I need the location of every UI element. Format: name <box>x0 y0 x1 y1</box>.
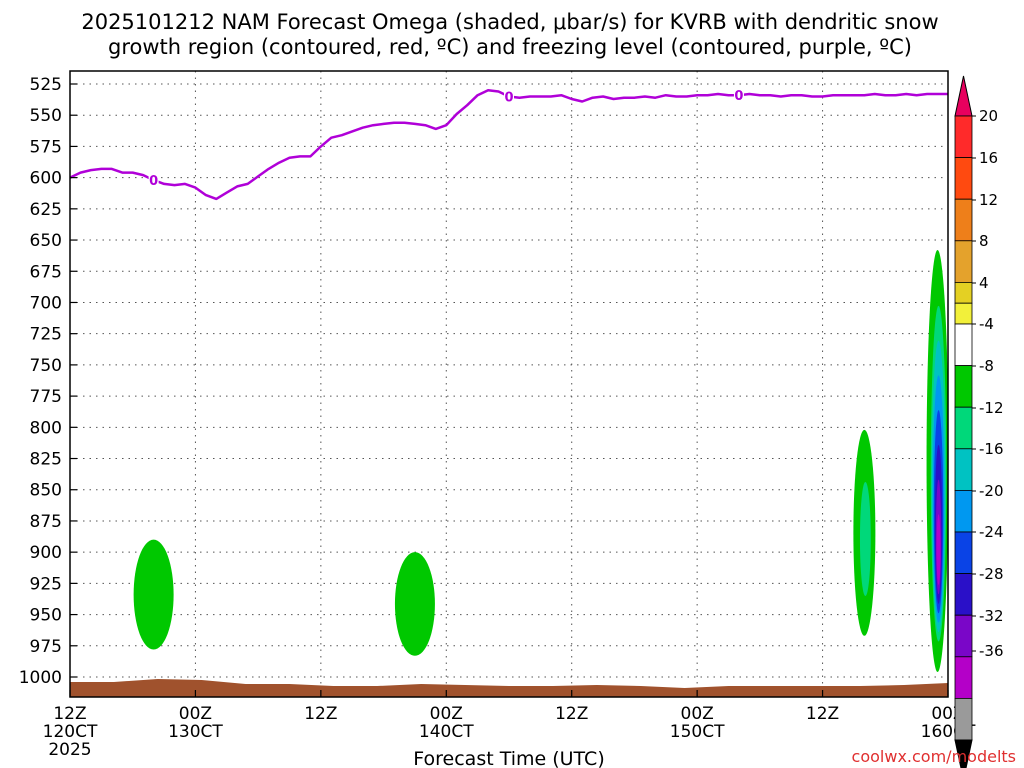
colorbar-label: 12 <box>979 191 998 209</box>
colorbar-label: -24 <box>979 523 1004 541</box>
colorbar-swatch <box>954 302 973 325</box>
colorbar-label: 16 <box>979 149 998 167</box>
colorbar-min-arrow <box>954 739 973 768</box>
y-tick-label: 575 <box>30 137 62 157</box>
colorbar-label: 4 <box>979 274 989 292</box>
y-tick-label: 875 <box>30 512 62 532</box>
terrain-fill <box>70 679 948 697</box>
colorbar-label: -28 <box>979 565 1004 583</box>
y-tick-label: 1000 <box>19 668 62 688</box>
x-tick-label-time: 12Z <box>53 704 86 724</box>
x-tick-label-time: 00Z <box>681 704 714 724</box>
y-tick-label: 825 <box>30 450 62 470</box>
y-tick-label: 950 <box>30 606 62 626</box>
y-tick-label: 525 <box>30 75 62 95</box>
colorbar-label: -32 <box>979 607 1004 625</box>
x-tick-label-time: 12Z <box>555 704 588 724</box>
y-tick-label: 625 <box>30 200 62 220</box>
x-tick-label-time: 12Z <box>806 704 839 724</box>
omega-shade-level <box>133 539 174 650</box>
y-tick-label: 700 <box>30 293 62 313</box>
contour-label-bg <box>148 172 159 189</box>
y-tick-label: 775 <box>30 387 62 407</box>
colorbar-label: -16 <box>979 440 1004 458</box>
colorbar-label: -8 <box>979 357 994 375</box>
colorbar-label: -12 <box>979 399 1004 417</box>
x-axis-label: Forecast Time (UTC) <box>413 748 604 768</box>
contour-label-bg <box>733 87 744 104</box>
y-tick-label: 600 <box>30 169 62 189</box>
y-tick-label: 925 <box>30 574 62 594</box>
colorbar-swatch <box>954 240 973 283</box>
y-tick-label: 900 <box>30 543 62 563</box>
chart-title-line2: growth region (contoured, red, ºC) and f… <box>108 35 912 59</box>
contour-label: 0 <box>734 89 743 104</box>
colorbar-label: 20 <box>979 107 998 125</box>
colorbar-swatch <box>954 198 973 242</box>
freezing-level-contour: 0 0 0 <box>69 87 948 201</box>
x-tick-label-date: 120CT <box>43 722 98 742</box>
colorbar-swatch <box>954 656 973 699</box>
colorbar-swatch <box>954 365 973 408</box>
colorbar-swatch <box>954 489 973 533</box>
colorbar-label: -4 <box>979 315 994 333</box>
colorbar-label: -20 <box>979 482 1004 500</box>
colorbar-swatch <box>954 698 973 741</box>
colorbar-swatch <box>954 573 973 616</box>
credit-text: coolwx.com/modelts <box>852 747 1016 766</box>
x-tick-label-year: 2025 <box>48 740 91 760</box>
freezing-level-line <box>69 88 948 201</box>
omega-shade-level <box>394 552 435 656</box>
colorbar-label: -36 <box>979 642 1004 660</box>
y-tick-label: 550 <box>30 106 62 126</box>
colorbar-swatch <box>954 157 973 200</box>
colorbar-swatch <box>954 614 973 658</box>
colorbar-swatch <box>954 281 973 304</box>
y-tick-label: 750 <box>30 356 62 376</box>
y-tick-label: 650 <box>30 231 62 251</box>
x-tick-label-date: 130CT <box>168 722 223 742</box>
y-tick-label: 800 <box>30 418 62 438</box>
contour-label-bg <box>504 88 514 105</box>
chart-title-line1: 2025101212 NAM Forecast Omega (shaded, μ… <box>81 10 938 34</box>
colorbar-swatch <box>954 531 973 574</box>
y-tick-label: 975 <box>30 637 62 657</box>
x-tick-label-date: 140CT <box>419 722 474 742</box>
grid-lines <box>70 71 948 697</box>
x-tick-label-time: 12Z <box>304 704 337 724</box>
colorbar-swatch <box>954 115 973 158</box>
y-tick-label: 675 <box>30 262 62 282</box>
y-axis-ticks: 525 550 575 600 625 650 675 700 725 750 775 800 825 8… <box>19 75 77 688</box>
omega-shade-level <box>936 514 941 585</box>
y-tick-label: 850 <box>30 481 62 501</box>
x-tick-label-date: 150CT <box>670 722 725 742</box>
omega-shade-level <box>859 481 871 597</box>
colorbar-swatch <box>954 448 973 491</box>
colorbar-label: 8 <box>979 232 989 250</box>
terrain-area <box>70 679 948 697</box>
colorbar-max-arrow <box>954 75 973 117</box>
contour-label: 0 <box>149 174 158 189</box>
contour-label: 0 <box>504 90 513 105</box>
colorbar-swatch <box>954 406 973 450</box>
omega-shading <box>133 250 949 673</box>
x-tick-label-time: 00Z <box>430 704 463 724</box>
colorbar-swatch <box>954 323 973 366</box>
y-tick-label: 725 <box>30 325 62 345</box>
plot-frame <box>69 70 949 698</box>
x-tick-label-time: 00Z <box>179 704 212 724</box>
colorbar: 20 16 12 8 4 -4 -8 -12 -16 -20 -24 -28 -32 -36 <box>954 75 1004 768</box>
